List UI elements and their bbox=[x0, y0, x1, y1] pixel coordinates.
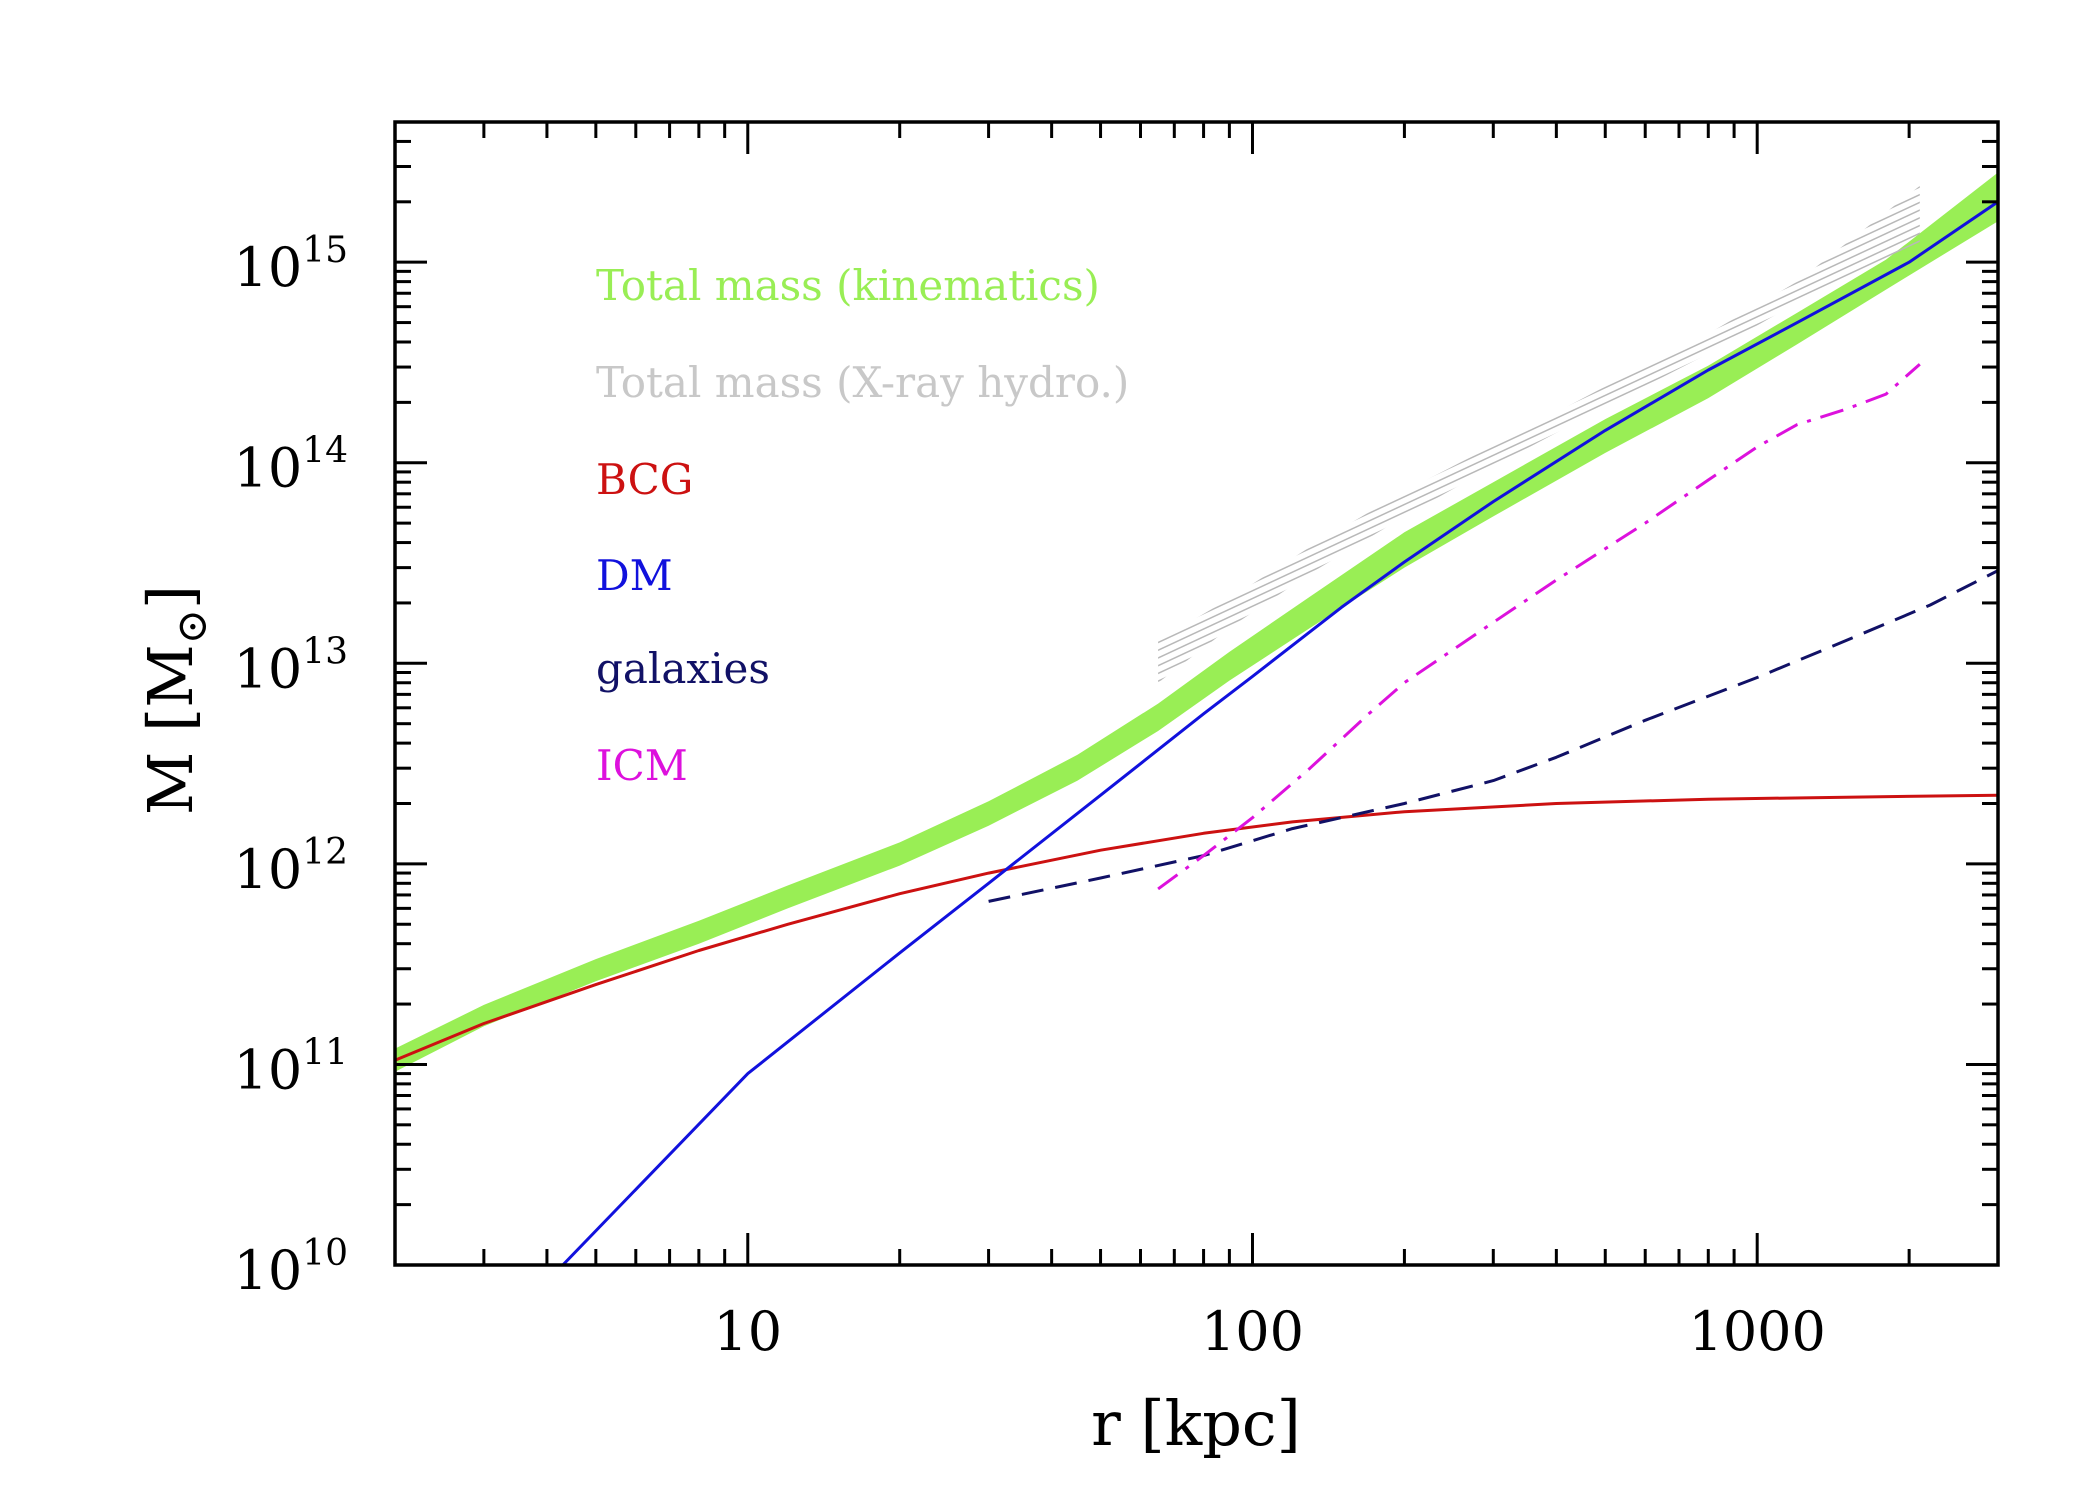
legend-dm: DM bbox=[596, 551, 673, 600]
legend-bcg: BCG bbox=[596, 455, 693, 504]
legend-icm: ICM bbox=[596, 741, 688, 790]
y-tick-label: 1014 bbox=[233, 431, 348, 500]
x-tick-label: 100 bbox=[1201, 1300, 1304, 1363]
y-axis-title-subscript: ⊙ bbox=[167, 609, 216, 644]
series-icm bbox=[1157, 363, 1921, 891]
y-tick-label: 1015 bbox=[233, 230, 348, 299]
series-total-mass-kinematics bbox=[395, 172, 1998, 1072]
legend: Total mass (kinematics) Total mass (X-ray… bbox=[596, 261, 1129, 790]
x-tick-label: 10 bbox=[713, 1300, 782, 1363]
y-axis-title: M [M⊙] bbox=[134, 585, 216, 815]
plot-frame bbox=[393, 120, 2000, 1267]
series-bcg bbox=[395, 793, 1998, 1062]
y-tick-label: 1010 bbox=[233, 1233, 348, 1302]
legend-total-mass-x-ray-hydro: Total mass (X-ray hydro.) bbox=[596, 358, 1129, 407]
svg-text:M [M⊙]: M [M⊙] bbox=[134, 585, 216, 815]
series-total-mass-x-ray-hydro bbox=[1158, 185, 1920, 683]
x-tick-labels: 10 100 1000 bbox=[713, 1300, 1825, 1363]
axis-ticks bbox=[393, 120, 2000, 1267]
y-tick-label: 1013 bbox=[233, 631, 348, 700]
series-dm bbox=[561, 200, 1998, 1265]
legend-total-mass-kinematics: Total mass (kinematics) bbox=[596, 261, 1100, 310]
x-tick-label: 1000 bbox=[1688, 1300, 1825, 1363]
y-tick-label: 1011 bbox=[233, 1032, 348, 1101]
series-layer bbox=[395, 172, 1998, 1265]
y-tick-labels: 1010 1011 1012 1013 1014 1015 bbox=[233, 230, 348, 1302]
x-axis-title: r [kpc] bbox=[1091, 1387, 1301, 1460]
legend-galaxies: galaxies bbox=[596, 644, 770, 693]
y-tick-label: 1012 bbox=[233, 832, 348, 901]
series-galaxies bbox=[988, 569, 1998, 903]
